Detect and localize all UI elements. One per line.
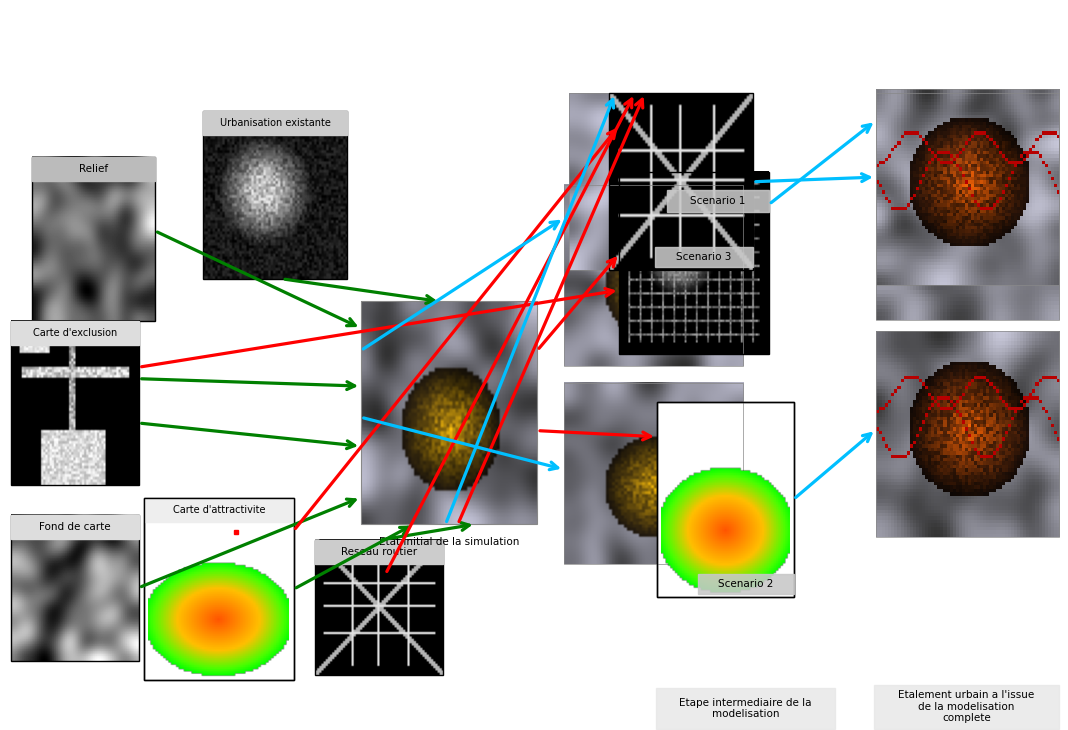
Bar	[657, 402, 794, 597]
Bar	[657, 402, 794, 597]
Bar	[876, 331, 1059, 537]
Bar	[32, 157, 155, 321]
Bar	[569, 93, 753, 270]
Text: Carte d'exclusion: Carte d'exclusion	[33, 328, 116, 338]
Text: Fond de carte: Fond de carte	[38, 522, 111, 531]
Text: Etat initial de la simulation: Etat initial de la simulation	[379, 537, 519, 548]
Bar	[11, 321, 139, 345]
Text: Reseau routier: Reseau routier	[341, 548, 418, 557]
Text: Relief: Relief	[79, 164, 108, 174]
Bar	[11, 321, 139, 485]
Text: Scenario 3: Scenario 3	[676, 252, 732, 262]
Bar	[144, 498, 294, 680]
Bar	[619, 172, 769, 354]
Bar	[203, 111, 347, 135]
Bar	[655, 247, 753, 267]
Bar	[876, 89, 1059, 285]
Bar	[361, 301, 537, 524]
Bar	[144, 498, 294, 680]
Bar	[874, 685, 1059, 729]
Bar	[315, 540, 443, 675]
Bar	[315, 540, 443, 564]
Text: Urbanisation existante: Urbanisation existante	[220, 118, 330, 128]
Bar	[656, 688, 835, 729]
Text: Etalement urbain a l'issue
de la modelisation
complete: Etalement urbain a l'issue de la modelis…	[898, 690, 1035, 723]
Bar	[203, 111, 347, 279]
Bar	[564, 383, 743, 564]
Bar	[564, 185, 743, 366]
Text: Scenario 2: Scenario 2	[718, 579, 773, 589]
Bar	[609, 93, 753, 270]
Text: Scenario 1: Scenario 1	[690, 196, 745, 206]
Bar	[11, 515, 139, 539]
Text: Etape intermediaire de la
modelisation: Etape intermediaire de la modelisation	[679, 698, 812, 719]
Bar	[144, 498, 294, 522]
Bar	[668, 190, 769, 212]
Bar	[32, 157, 155, 181]
Text: Carte d'attractivite: Carte d'attractivite	[173, 505, 265, 515]
Bar	[11, 515, 139, 661]
Bar	[697, 574, 794, 594]
Bar	[876, 93, 1059, 320]
